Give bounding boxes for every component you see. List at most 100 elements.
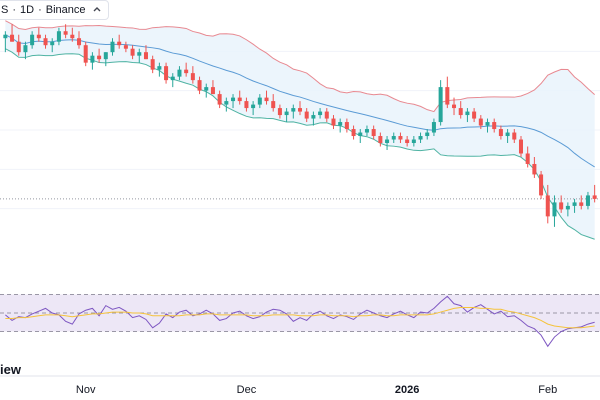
- candle-body: [97, 55, 102, 60]
- candle-body: [579, 202, 584, 206]
- candle-body: [338, 122, 343, 126]
- symbol-legend[interactable]: S · 1D · Binance: [0, 0, 109, 20]
- candle-body: [472, 111, 477, 119]
- candle-body: [525, 153, 530, 164]
- candle-body: [77, 38, 82, 46]
- candle: [492, 118, 497, 133]
- candle-body: [297, 108, 303, 112]
- candle: [465, 108, 470, 123]
- candle: [63, 24, 68, 39]
- candle: [56, 27, 61, 46]
- candle: [143, 45, 148, 60]
- candle: [297, 101, 303, 116]
- candle-body: [123, 45, 128, 49]
- candle-body: [411, 139, 416, 144]
- candle: [311, 111, 316, 126]
- candle-body: [257, 97, 262, 105]
- rsi-band: [0, 294, 600, 332]
- candle: [97, 48, 102, 63]
- candle: [398, 132, 403, 144]
- bollinger-fill: [5, 20, 595, 240]
- candle-body: [150, 59, 155, 70]
- candle: [77, 31, 82, 49]
- candle-body: [505, 132, 510, 137]
- grid: [0, 50, 600, 210]
- candle-body: [231, 97, 236, 102]
- candle-body: [217, 94, 222, 105]
- candle-body: [318, 111, 323, 116]
- candle: [43, 34, 48, 49]
- candlestick-series: [3, 24, 597, 227]
- candle: [164, 62, 169, 84]
- candle: [411, 136, 416, 147]
- candle: [405, 136, 410, 147]
- candle-body: [371, 129, 376, 137]
- interval-label[interactable]: 1D: [20, 4, 35, 16]
- candle: [385, 136, 390, 150]
- candle-body: [378, 136, 383, 144]
- candle: [532, 156, 537, 178]
- separator: ·: [12, 4, 17, 16]
- candle: [572, 198, 577, 213]
- candle: [344, 118, 349, 133]
- time-tick-label: Feb: [538, 384, 557, 396]
- candle: [190, 66, 195, 84]
- candle-body: [63, 31, 68, 35]
- candle: [244, 97, 249, 112]
- candle-body: [485, 122, 490, 126]
- candle: [284, 108, 289, 123]
- candle: [23, 41, 28, 60]
- candle: [331, 115, 336, 130]
- candle-body: [224, 101, 229, 105]
- candle-body: [311, 115, 316, 119]
- rsi-ma-line: [5, 306, 595, 329]
- candle: [452, 97, 457, 116]
- candle: [137, 48, 142, 63]
- candle: [525, 146, 530, 168]
- symbol-tail: S: [1, 4, 9, 16]
- candle: [210, 80, 215, 95]
- candle: [371, 125, 376, 140]
- candle-body: [137, 52, 142, 56]
- candle: [545, 184, 550, 224]
- candle-body: [364, 129, 369, 133]
- time-tick-label: 2026: [395, 384, 419, 396]
- collapse-chevron-icon[interactable]: [90, 3, 104, 17]
- candle-body: [559, 202, 564, 210]
- candle: [472, 108, 477, 123]
- candle-body: [190, 73, 195, 81]
- candle: [565, 202, 570, 217]
- candle-body: [391, 136, 396, 140]
- candle: [291, 104, 296, 119]
- candle: [70, 27, 75, 42]
- bollinger-upper-line: [5, 20, 595, 113]
- candle: [264, 90, 269, 105]
- candle-body: [277, 108, 282, 116]
- candle: [50, 38, 55, 53]
- candle: [157, 62, 162, 77]
- bollinger-lower-line: [5, 48, 595, 240]
- candle: [338, 118, 343, 133]
- candle: [324, 108, 329, 123]
- candle-body: [177, 69, 182, 77]
- candle-body: [518, 139, 523, 154]
- candle-body: [10, 34, 15, 42]
- candle-body: [251, 104, 256, 109]
- brand-watermark: iew: [0, 362, 21, 377]
- candle: [36, 27, 41, 42]
- candle-body: [56, 31, 61, 42]
- candle-body: [210, 87, 215, 95]
- candle: [458, 101, 463, 119]
- candle-body: [143, 52, 148, 60]
- candle-body: [103, 52, 108, 60]
- candle: [251, 101, 256, 116]
- candle: [505, 129, 510, 144]
- candle-body: [50, 41, 55, 46]
- candle: [378, 132, 383, 147]
- candle: [592, 184, 597, 203]
- candle: [358, 129, 363, 144]
- candle-body: [532, 163, 537, 175]
- candle-body: [452, 104, 457, 109]
- candle-body: [344, 122, 349, 130]
